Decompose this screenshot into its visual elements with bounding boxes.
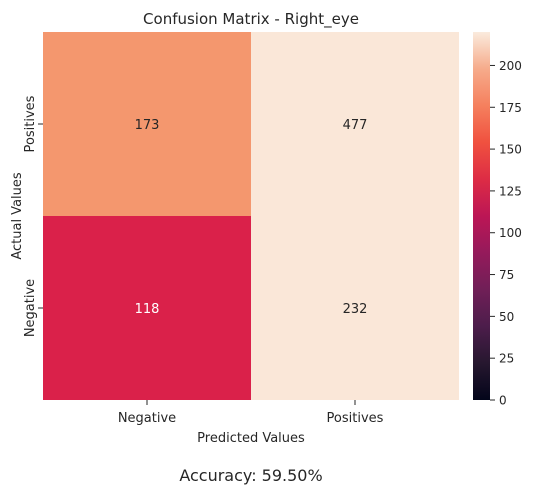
cell-value-label: 232	[343, 302, 368, 317]
colorbar-tick-label: 175	[499, 101, 522, 115]
heatmap-cell	[43, 32, 251, 216]
colorbar-tick-label: 200	[499, 59, 522, 73]
heatmap-cell	[43, 216, 251, 400]
x-tick-label: Negative	[118, 411, 176, 426]
colorbar-tick-label: 150	[499, 143, 522, 157]
x-axis-label: Predicted Values	[197, 431, 305, 446]
x-tick-label: Positives	[327, 411, 384, 426]
colorbar	[473, 32, 490, 400]
colorbar-tick-label: 0	[499, 394, 507, 408]
colorbar-ticks: 0 25 50 75 100 125 150 175 200	[490, 59, 522, 408]
cell-value-label: 118	[135, 302, 160, 317]
heatmap-cells: 173 477 118 232	[43, 32, 459, 400]
y-tick-label: Negative	[23, 279, 38, 337]
heatmap-cell	[251, 32, 459, 216]
colorbar-tick-label: 50	[499, 310, 514, 324]
colorbar-tick-label: 75	[499, 268, 514, 282]
accuracy-footer: Accuracy: 59.50%	[179, 466, 322, 485]
chart-title: Confusion Matrix - Right_eye	[143, 10, 359, 29]
heatmap-cell	[251, 216, 459, 400]
colorbar-tick-label: 25	[499, 352, 514, 366]
cell-value-label: 477	[343, 118, 368, 133]
y-tick-label: Positives	[23, 95, 38, 152]
y-axis-label: Actual Values	[10, 172, 25, 260]
axis-ticks: Negative Positives Positives Negative	[23, 95, 384, 426]
cell-value-label: 173	[135, 118, 160, 133]
colorbar-tick-label: 100	[499, 226, 522, 240]
colorbar-tick-label: 125	[499, 184, 522, 198]
